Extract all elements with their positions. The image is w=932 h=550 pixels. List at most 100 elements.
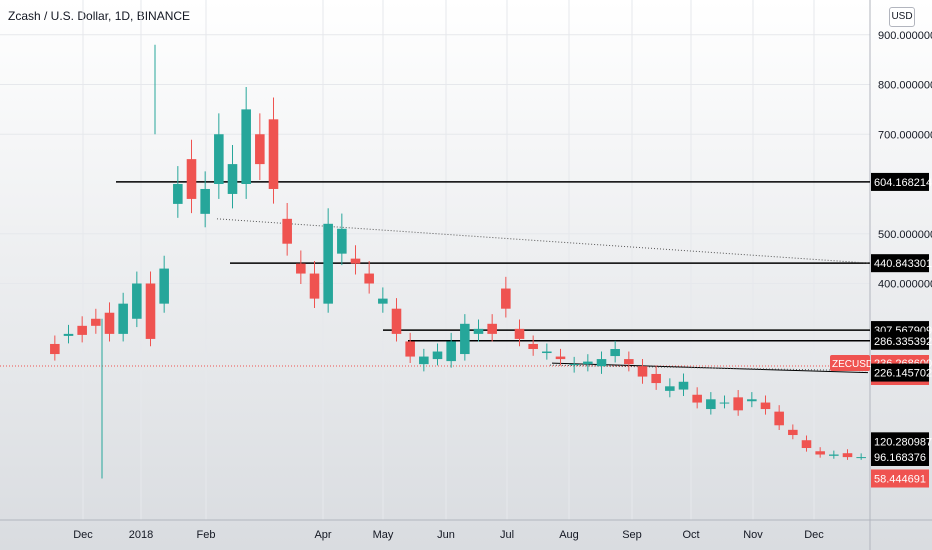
time-tick-label: Sep	[622, 529, 642, 541]
candle-body	[842, 453, 853, 458]
candle-body	[391, 308, 402, 334]
candle-body	[309, 273, 320, 299]
time-tick-label: 2018	[129, 529, 153, 541]
candle-body	[651, 373, 661, 384]
price-axis-label	[871, 363, 929, 382]
candle-body	[118, 303, 128, 334]
price-axis-label	[871, 448, 929, 467]
time-tick-label: Feb	[197, 529, 216, 541]
price-axis-label-text: 286.335392	[874, 336, 932, 348]
candle-body	[610, 349, 620, 357]
candle-body	[63, 333, 74, 336]
candle-body	[528, 343, 538, 350]
candle-body	[350, 258, 361, 264]
price-tick-label: 500.000000	[878, 229, 932, 241]
currency-button[interactable]: USD	[889, 7, 915, 27]
price-tick-label: 700.000000	[878, 129, 932, 141]
candle-body	[104, 312, 115, 334]
candle-body	[774, 411, 784, 426]
candle-layer	[50, 44, 866, 479]
price-axis-label	[871, 172, 929, 191]
price-axis-label-text: 226.145702	[874, 368, 932, 380]
price-axis-label-text: 604.168214	[874, 177, 932, 189]
candle-body	[788, 429, 798, 436]
candle-body	[337, 228, 347, 254]
price-axis: 900.000000 800.000000 700.000000 500.000000…	[830, 30, 932, 488]
candle-body	[473, 328, 484, 334]
candle-body	[514, 328, 525, 339]
candle-body	[159, 268, 169, 304]
candle-body	[268, 119, 279, 189]
time-tick-label: Jun	[437, 529, 455, 541]
time-tick-label: Apr	[314, 529, 331, 541]
candle-body	[719, 402, 730, 404]
price-axis-label-text: 440.843301	[874, 258, 932, 270]
candle-body	[364, 273, 374, 284]
candle-body	[200, 188, 210, 214]
time-tick-label: Dec	[73, 529, 93, 541]
candle-body	[815, 451, 825, 455]
candle-body	[706, 399, 716, 410]
time-tick-label: Nov	[743, 529, 763, 541]
candle-body	[241, 109, 251, 184]
candle-body	[501, 288, 511, 309]
candle-body	[692, 394, 702, 403]
candle-body	[186, 159, 197, 199]
candle-body	[296, 263, 306, 274]
candle-body	[569, 364, 579, 366]
candle-body	[665, 386, 675, 391]
level-layer	[116, 181, 871, 374]
symbol-tag	[830, 355, 870, 372]
price-tick-label: 400.000000	[878, 279, 932, 291]
candle-body	[596, 359, 607, 367]
candle-body	[583, 361, 593, 365]
candle-body	[678, 381, 689, 390]
candle-body	[378, 298, 388, 304]
candle-body	[801, 440, 812, 449]
price-axis-label	[871, 432, 929, 451]
candle-body	[323, 223, 333, 304]
price-tick-label: 900.000000	[878, 30, 932, 42]
time-tick-label: Dec	[804, 529, 824, 541]
price-axis-label	[871, 469, 929, 488]
price-axis-label-text: 58.444691	[874, 474, 926, 486]
candle-body	[145, 283, 156, 339]
candle-body	[91, 318, 101, 326]
price-tick-label: 800.000000	[878, 80, 932, 92]
time-tick-label: May	[373, 529, 394, 541]
candle-body	[419, 356, 429, 365]
candle-body	[227, 164, 238, 194]
candle-body	[446, 341, 456, 362]
candle-body	[405, 341, 415, 357]
candle-body	[624, 359, 634, 365]
symbol-tag-text: ZECUSD	[832, 359, 873, 370]
candle-body	[555, 356, 566, 360]
candle-body	[487, 323, 497, 334]
candle-body	[432, 351, 443, 360]
price-axis-label-text: 96.168376	[874, 452, 926, 464]
time-tick-label: Jul	[500, 529, 514, 541]
candle-body	[733, 397, 743, 411]
chart-title: Zcash / U.S. Dollar, 1D, BINANCE	[8, 9, 191, 23]
candle-body	[214, 134, 224, 184]
time-axis: Dec 2018 Feb Apr May Jun Jul Aug Sep Oct Nov Dec	[73, 529, 824, 541]
trendline	[549, 364, 869, 372]
candle-body	[460, 323, 470, 355]
time-tick-label: Aug	[559, 529, 579, 541]
candle-body	[829, 454, 839, 456]
candle-body	[282, 218, 292, 244]
candle-body	[637, 366, 648, 377]
candle-body	[760, 402, 771, 410]
candle-body	[856, 457, 866, 459]
candle-body	[747, 399, 757, 402]
candle-body	[173, 184, 183, 204]
price-axis-label	[871, 331, 929, 350]
price-axis-label	[871, 254, 929, 273]
candle-body	[255, 134, 265, 165]
candle-body	[77, 325, 87, 335]
trendline	[216, 218, 871, 264]
time-tick-label: Oct	[682, 529, 699, 541]
